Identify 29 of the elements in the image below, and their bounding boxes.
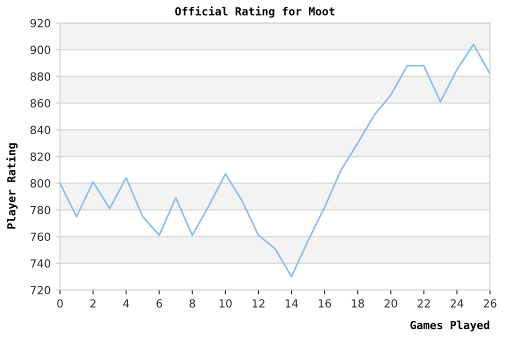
y-tick-label: 760 bbox=[30, 232, 50, 241]
y-tick-label: 740 bbox=[30, 259, 50, 268]
x-tick-label: 12 bbox=[252, 299, 264, 308]
y-tick-label: 900 bbox=[30, 46, 50, 54]
x-tick-label: 18 bbox=[352, 299, 364, 308]
x-tick-label: 26 bbox=[484, 299, 496, 308]
x-tick-label: 2 bbox=[90, 299, 96, 308]
x-tick-label: 10 bbox=[220, 299, 232, 308]
x-tick-label: 4 bbox=[123, 299, 130, 308]
y-tick-label: 780 bbox=[30, 206, 50, 214]
y-tick-label: 840 bbox=[30, 126, 50, 134]
y-tick-label: 880 bbox=[30, 72, 50, 81]
y-tick-label: 820 bbox=[30, 152, 50, 161]
x-tick-label: 14 bbox=[286, 299, 298, 308]
y-tick-label: 800 bbox=[30, 179, 50, 188]
x-tick-label: 0 bbox=[57, 299, 63, 308]
x-tick-label: 20 bbox=[384, 299, 398, 308]
line-series bbox=[60, 44, 490, 278]
y-tick-label: 860 bbox=[30, 99, 50, 108]
x-tick-label: 16 bbox=[318, 299, 331, 308]
x-axis-title: Games Played bbox=[410, 320, 490, 332]
x-tick-label: 8 bbox=[190, 299, 196, 308]
x-tick-label: 24 bbox=[450, 299, 464, 308]
y-tick-label: 920 bbox=[30, 18, 50, 28]
y-tick-label: 720 bbox=[30, 286, 50, 294]
y-axis-title: Player Rating bbox=[6, 143, 18, 229]
x-tick-label: 6 bbox=[156, 299, 162, 308]
x-tick-label: 22 bbox=[418, 299, 430, 308]
chart-title: Official Rating for Moot bbox=[175, 6, 334, 18]
